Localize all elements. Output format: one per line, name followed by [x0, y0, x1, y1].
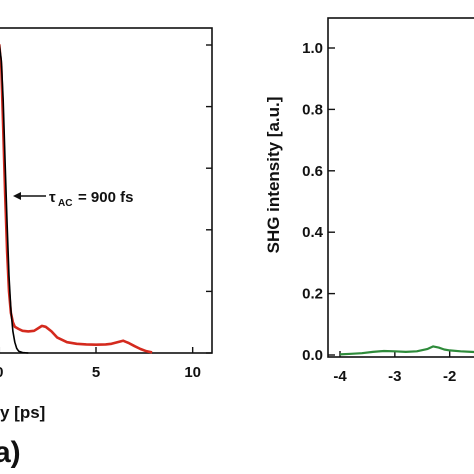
left-series-group — [0, 43, 153, 354]
panel-label: a) — [0, 436, 21, 469]
left-x-tick-label: 10 — [184, 364, 201, 381]
right-y-tick-label: 1.0 — [302, 40, 323, 57]
right-y-tick-label: 0.0 — [302, 347, 323, 364]
right-x-tick-label: -2 — [443, 368, 456, 385]
annotation-symbol: τ — [49, 189, 56, 206]
right-y-tick-label: 0.6 — [302, 163, 323, 180]
right-series-group — [339, 345, 474, 356]
right-y-tick-label: 0.8 — [302, 101, 323, 118]
right-y-axis-label: SHG intensity [a.u.] — [264, 97, 283, 254]
right-y-ticks: 0.0 0.2 0.4 0.6 0.8 1.0 — [302, 40, 335, 364]
left-series-measured-line — [0, 43, 153, 354]
right-y-tick-label: 0.4 — [302, 224, 324, 241]
left-x-tick-label: 5 — [92, 364, 100, 381]
left-series-fit-line — [0, 44, 29, 354]
right-plot-frame — [327, 17, 474, 358]
right-x-tick-label: -3 — [388, 368, 401, 385]
left-x-axis-label: y [ps] — [0, 403, 45, 422]
annotation-subscript: AC — [58, 198, 72, 209]
left-x-tick-label: 0 — [0, 364, 4, 381]
right-panel: 0.0 0.2 0.4 0.6 0.8 1.0 -4 -3 -2 SHG intensity … — [264, 17, 474, 385]
left-panel: 0 5 10 τ AC = 900 fs y [ps] a) — [0, 27, 213, 469]
annotation-arrowhead — [13, 192, 21, 200]
right-x-ticks: -4 -3 -2 — [333, 351, 456, 385]
right-y-tick-label: 0.2 — [302, 286, 323, 303]
tau-annotation: τ AC = 900 fs — [13, 189, 133, 209]
left-x-ticks: 0 5 10 — [0, 44, 212, 381]
right-series-trace-line — [339, 345, 474, 356]
annotation-value: = 900 fs — [78, 189, 133, 206]
right-x-tick-label: -4 — [333, 368, 347, 385]
